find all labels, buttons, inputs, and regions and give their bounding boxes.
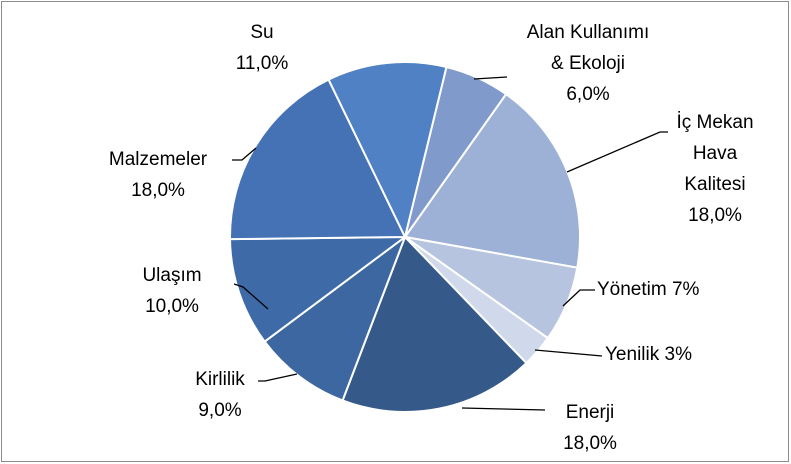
pie-slice <box>403 92 581 269</box>
value-label: 11,0% <box>235 53 289 74</box>
category-label: İç Mekan Hava Kalitesi <box>676 112 754 195</box>
category-label: Su <box>250 22 274 43</box>
value-label: 18,0% <box>131 180 185 201</box>
leader-line <box>473 76 508 80</box>
category-label: Alan Kullanımı & Ekoloji <box>526 22 650 74</box>
pie-slice <box>263 234 408 402</box>
category-label: Yönetim <box>597 279 667 300</box>
leader-line <box>534 349 603 357</box>
slice-label: Yenilik 3% <box>605 339 735 370</box>
pie-slice <box>327 61 448 240</box>
category-label: Malzemeler <box>108 149 208 170</box>
leader-line <box>232 147 257 161</box>
pie-slice <box>229 235 409 343</box>
value-label: 18,0% <box>563 433 617 454</box>
value-label: 7% <box>671 279 700 300</box>
leader-line <box>461 407 546 411</box>
value-label: 10,0% <box>145 296 199 317</box>
category-label: Enerji <box>565 402 615 423</box>
leader-line <box>258 373 298 382</box>
value-label: 6,0% <box>566 84 610 105</box>
slice-label: Enerji 18,0% <box>540 397 640 459</box>
slice-label: İç Mekan Hava Kalitesi 18,0% <box>665 107 765 231</box>
slice-label: Ulaşım 10,0% <box>122 260 222 322</box>
category-label: Ulaşım <box>142 265 202 286</box>
leader-line <box>562 289 595 307</box>
value-label: 9,0% <box>198 400 242 421</box>
pie-slice <box>229 78 407 241</box>
slice-label: Kirlilik 9,0% <box>170 364 270 426</box>
slice-label: Alan Kullanımı & Ekoloji 6,0% <box>523 17 653 110</box>
category-label: Yenilik <box>605 344 660 365</box>
leader-line <box>566 131 668 173</box>
slice-label: Su 11,0% <box>212 17 312 79</box>
leader-line <box>233 283 269 310</box>
value-label: 18,0% <box>688 205 742 226</box>
value-label: 3% <box>664 344 692 365</box>
slice-label: Malzemeler 18,0% <box>78 144 238 206</box>
slice-label: Yönetim 7% <box>597 274 747 305</box>
category-label: Kirlilik <box>195 369 245 390</box>
